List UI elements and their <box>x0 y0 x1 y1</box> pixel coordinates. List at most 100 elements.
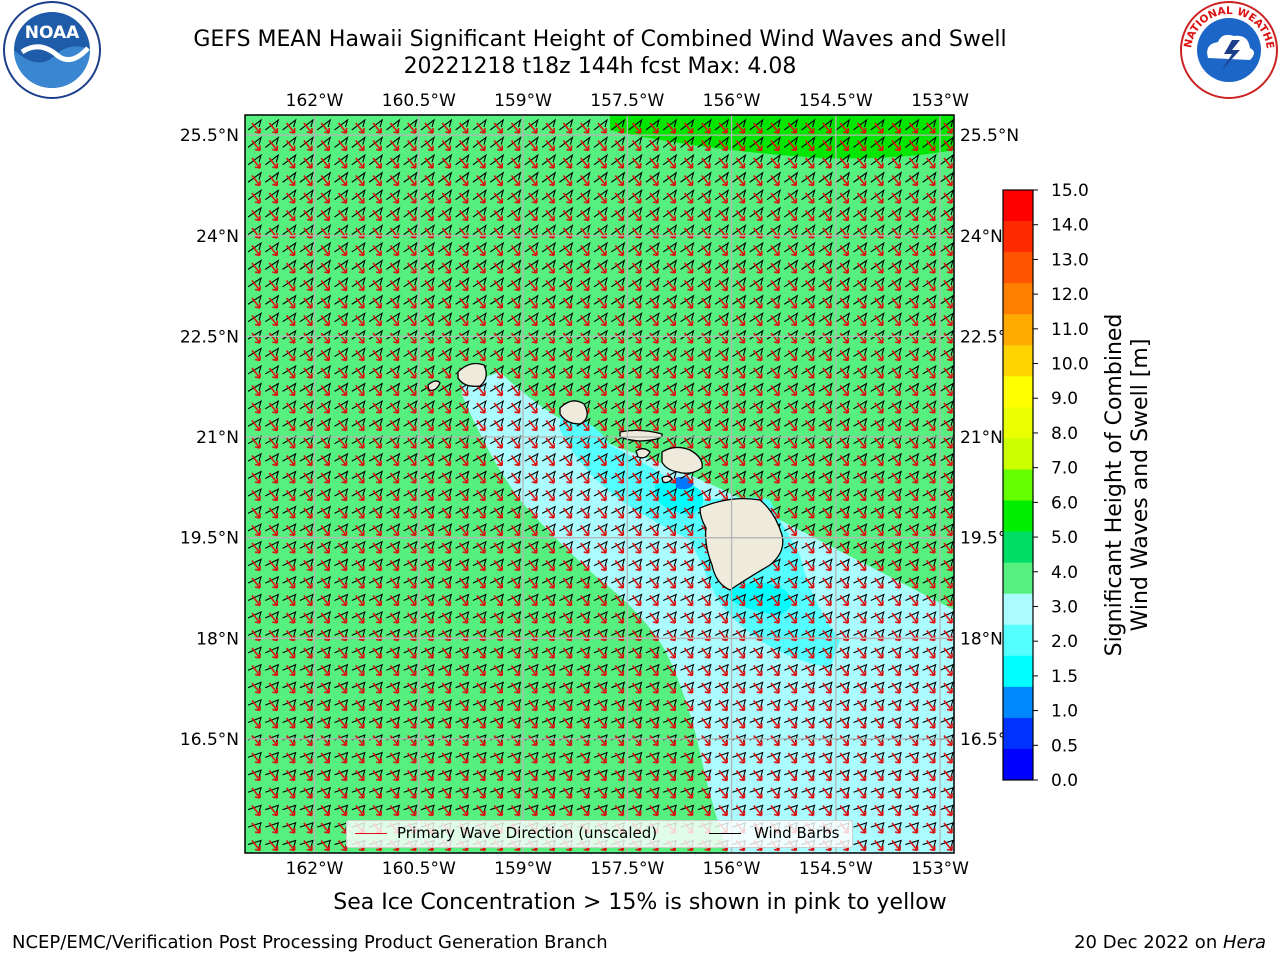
wind-barb <box>836 751 851 760</box>
wave-direction-arrow <box>631 385 642 397</box>
map-gridlines <box>245 115 954 853</box>
wind-barb <box>282 136 297 148</box>
wind-barb <box>680 118 695 131</box>
wind-barb <box>922 769 937 778</box>
wave-direction-arrow <box>683 752 694 764</box>
wind-barb <box>507 751 522 760</box>
wind-barb <box>835 153 851 166</box>
wave-direction-arrow <box>251 752 261 764</box>
wave-direction-arrow <box>614 735 625 747</box>
wave-direction-arrow <box>407 525 417 537</box>
footer-branch: NCEP/EMC/Verification Post Processing Pr… <box>12 932 608 953</box>
wind-barb <box>749 136 764 148</box>
wave-direction-arrow <box>424 525 434 537</box>
wind-barb <box>317 751 332 760</box>
wind-barb <box>611 698 626 708</box>
wave-direction-arrow <box>839 420 849 432</box>
wave-direction-arrow <box>528 787 538 799</box>
wind-barb <box>611 646 626 655</box>
wave-direction-arrow <box>649 682 659 694</box>
wave-direction-arrow <box>458 682 469 694</box>
wave-direction-arrow <box>476 350 486 362</box>
footer-date: 20 Dec 2022 on Hera <box>1074 932 1266 953</box>
wind-barb <box>680 259 695 270</box>
wind-barb <box>697 171 712 183</box>
wave-direction-arrow <box>458 490 469 502</box>
wind-barb <box>507 663 522 672</box>
wave-direction-arrow <box>597 507 607 519</box>
wave-direction-arrow <box>804 717 815 729</box>
wind-barb <box>922 681 937 690</box>
wind-barb <box>939 611 954 620</box>
wind-barb <box>334 681 349 690</box>
wave-direction-arrow <box>718 297 728 309</box>
wave-direction-arrow <box>528 612 538 624</box>
wave-direction-arrow <box>493 315 503 327</box>
wind-barb <box>541 188 557 201</box>
wind-barb <box>870 435 885 445</box>
wind-barb <box>766 364 781 375</box>
wind-barb <box>593 558 608 567</box>
wind-barb <box>801 294 816 305</box>
wind-barb <box>939 294 954 305</box>
wave-direction-arrow <box>891 140 901 152</box>
wave-direction-arrow <box>320 437 330 449</box>
wind-barb <box>714 417 730 427</box>
wave-direction-arrow <box>839 717 849 729</box>
wave-direction-arrow <box>631 735 642 747</box>
wave-direction-arrow <box>804 490 815 502</box>
wave-direction-arrow <box>545 192 555 204</box>
wave-direction-arrow <box>441 612 452 624</box>
wave-direction-arrow <box>908 525 919 537</box>
wave-direction-arrow <box>943 752 953 764</box>
wave-direction-arrow <box>839 175 849 187</box>
wind-barb <box>282 716 297 725</box>
wind-barb <box>489 118 505 131</box>
wind-barb <box>853 698 868 708</box>
wind-barb <box>680 663 695 672</box>
wave-direction-arrow <box>510 560 521 572</box>
wind-barb <box>611 786 626 795</box>
wave-direction-arrow <box>787 122 798 134</box>
wind-barb <box>368 698 383 708</box>
wave-direction-arrow <box>926 297 936 309</box>
wind-barb <box>749 241 764 253</box>
wind-barb <box>922 575 937 585</box>
wind-barb <box>490 769 505 778</box>
wind-barb <box>611 382 626 392</box>
wind-barb <box>316 347 332 358</box>
wave-direction-arrow <box>458 560 469 572</box>
wind-barb <box>732 382 747 392</box>
wave-direction-arrow <box>874 350 884 362</box>
wind-barb <box>593 769 608 778</box>
wave-direction-arrow <box>926 542 936 554</box>
wind-barb <box>766 224 781 235</box>
wave-direction-arrow <box>424 700 434 712</box>
wave-direction-arrow <box>631 752 642 764</box>
wave-direction-arrow <box>424 507 434 519</box>
wind-barb <box>541 611 556 620</box>
wind-barb <box>316 400 332 410</box>
wave-direction-arrow <box>303 840 313 852</box>
wind-barb <box>749 224 764 235</box>
wave-direction-arrow <box>926 595 936 607</box>
wave-direction-arrow <box>943 717 953 729</box>
wind-barb <box>732 118 747 131</box>
wind-barb <box>662 241 678 253</box>
wave-direction-arrow <box>822 297 832 309</box>
wind-barbs-layer <box>247 118 954 848</box>
wave-direction-arrow <box>839 735 849 747</box>
wave-direction-arrow <box>562 735 573 747</box>
wave-direction-arrow <box>787 157 798 169</box>
wave-direction-arrow <box>926 490 936 502</box>
wind-barb <box>386 523 401 532</box>
wind-barb <box>680 171 695 183</box>
wind-barb <box>351 224 366 235</box>
wave-direction-arrow <box>701 455 711 467</box>
wave-direction-arrow <box>926 175 936 187</box>
wind-barb <box>368 118 384 131</box>
wave-direction-arrow <box>787 262 798 274</box>
wave-direction-arrow <box>424 175 434 187</box>
wind-barb <box>818 417 833 427</box>
wave-direction-arrow <box>683 595 694 607</box>
